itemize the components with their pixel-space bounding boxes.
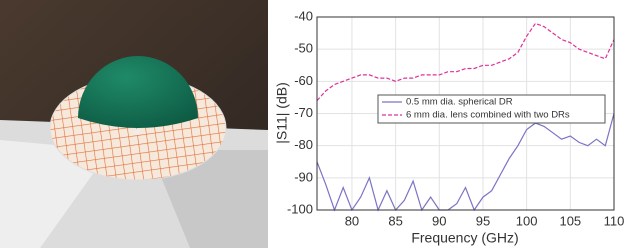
x-tick-label: 85 xyxy=(388,213,402,228)
figure: |S11| (dB) Frequency (GHz) -100 -90 -80 -70… xyxy=(0,0,627,248)
y-axis-label: |S11| (dB) xyxy=(274,82,290,143)
y-tick-label: -70 xyxy=(294,105,313,120)
y-tick-label: -90 xyxy=(294,169,313,184)
x-tick-label: 105 xyxy=(559,213,581,228)
y-tick-label: -100 xyxy=(287,201,313,216)
photo xyxy=(0,0,268,248)
x-tick-label: 100 xyxy=(516,213,538,228)
y-tick-label: -60 xyxy=(294,73,313,88)
y-tick-label: -80 xyxy=(294,137,313,152)
x-tick-label: 80 xyxy=(345,213,359,228)
legend-label: 6 mm dia. lens combined with two DRs xyxy=(406,110,570,121)
y-tick-label: -50 xyxy=(294,41,313,56)
y-tick-label: -40 xyxy=(294,8,313,23)
x-tick-label: 110 xyxy=(604,213,625,228)
x-tick-label: 95 xyxy=(476,213,490,228)
x-axis-label: Frequency (GHz) xyxy=(411,230,518,246)
legend-label: 0.5 mm dia. spherical DR xyxy=(406,97,513,108)
chart: |S11| (dB) Frequency (GHz) xyxy=(274,17,614,246)
x-tick-label: 90 xyxy=(432,213,446,228)
